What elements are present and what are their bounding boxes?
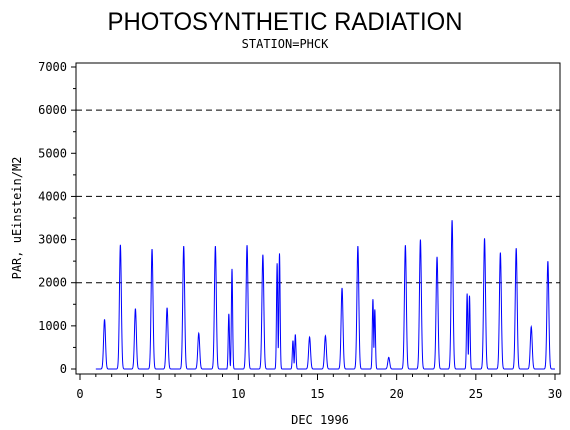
chart-subtitle: STATION=PHCK [242, 37, 329, 51]
x-tick-label: 25 [469, 387, 483, 401]
x-axis-label: DEC 1996 [291, 413, 349, 427]
y-tick-label: 4000 [38, 189, 67, 203]
y-tick-label: 6000 [38, 103, 67, 117]
y-tick-label: 2000 [38, 276, 67, 290]
y-tick-label: 1000 [38, 319, 67, 333]
y-tick-label: 7000 [38, 60, 67, 74]
x-tick-label: 20 [389, 387, 403, 401]
y-axis-label: PAR, uEinstein/M2 [10, 157, 24, 280]
x-tick-label: 0 [76, 387, 83, 401]
x-tick-label: 10 [231, 387, 245, 401]
y-tick-label: 3000 [38, 233, 67, 247]
chart-title: PHOTOSYNTHETIC RADIATION [108, 8, 463, 36]
y-tick-label: 0 [60, 362, 67, 376]
x-tick-label: 30 [548, 387, 562, 401]
y-tick-label: 5000 [38, 146, 67, 160]
x-tick-label: 5 [156, 387, 163, 401]
x-tick-label: 15 [310, 387, 324, 401]
par-series-line [95, 220, 555, 370]
